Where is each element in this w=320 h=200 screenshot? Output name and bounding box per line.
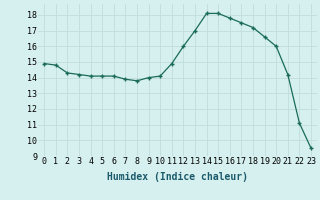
X-axis label: Humidex (Indice chaleur): Humidex (Indice chaleur) — [107, 172, 248, 182]
